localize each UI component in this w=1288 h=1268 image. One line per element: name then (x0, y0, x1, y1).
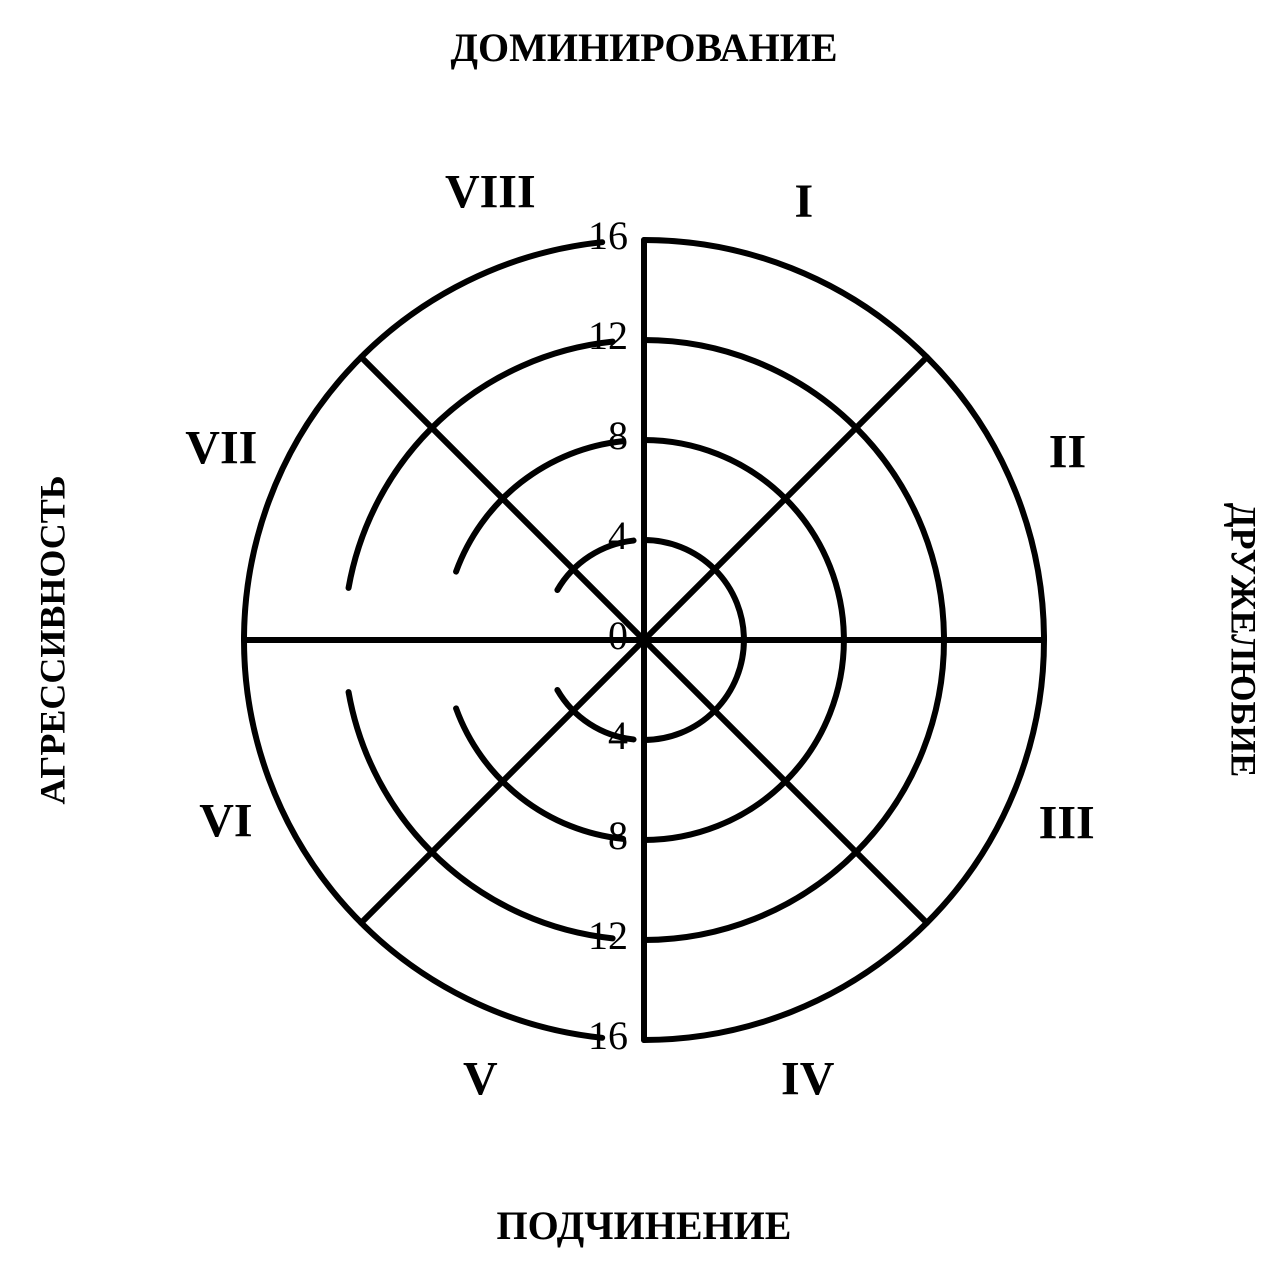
axis-label-left: АГРЕССИВНОСТЬ (32, 475, 72, 804)
tick-label-0-0: 0 (608, 613, 628, 658)
sector-label-V: V (463, 1052, 498, 1105)
axis-label-right: ДРУЖЕЛЮБИЕ (1224, 503, 1264, 778)
sector-label-IV: IV (781, 1052, 835, 1105)
sector-label-II: II (1049, 425, 1086, 478)
tick-label-8-200: 8 (608, 813, 628, 858)
sector-label-I: I (795, 175, 814, 228)
sector-label-VI: VI (199, 795, 252, 848)
tick-label-16-400: 16 (588, 1013, 628, 1058)
sector-label-VIII: VIII (445, 166, 536, 219)
tick-label-8--200: 8 (608, 413, 628, 458)
tick-label-4--100: 4 (608, 513, 628, 558)
tick-label-4-100: 4 (608, 713, 628, 758)
sector-label-III: III (1039, 797, 1095, 850)
sector-label-VII: VII (185, 422, 257, 475)
tick-label-16--400: 16 (588, 213, 628, 258)
tick-label-12--300: 12 (588, 313, 628, 358)
axis-label-top: ДОМИНИРОВАНИЕ (451, 25, 838, 70)
axis-label-bottom: ПОДЧИНЕНИЕ (497, 1203, 792, 1248)
tick-label-12-300: 12 (588, 913, 628, 958)
